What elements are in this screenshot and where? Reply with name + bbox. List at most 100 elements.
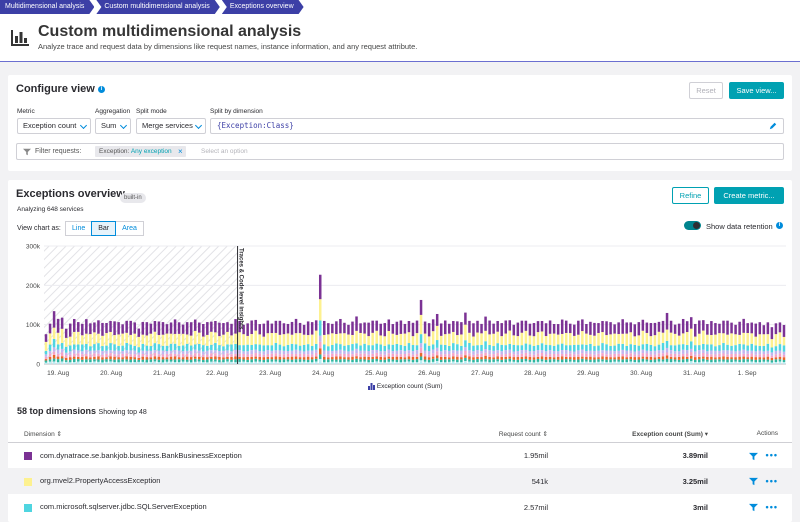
chart-bar[interactable]	[234, 319, 237, 364]
chart-bar[interactable]	[653, 322, 657, 364]
chart-bar[interactable]	[193, 319, 197, 364]
chart-bar[interactable]	[310, 322, 314, 364]
chart-bar[interactable]	[222, 323, 225, 364]
chart-bar[interactable]	[415, 320, 419, 364]
chart-bar[interactable]	[456, 321, 459, 364]
chart-bar[interactable]	[439, 323, 443, 364]
filter-requests-bar[interactable]: Filter requests: Exception: Any exceptio…	[16, 143, 784, 160]
chart-bar[interactable]	[560, 319, 564, 364]
chart-bar[interactable]	[496, 321, 499, 364]
chart-bar[interactable]	[722, 320, 725, 364]
save-view-button[interactable]: Save view...	[729, 82, 784, 99]
chart-bar[interactable]	[113, 321, 116, 364]
chart-bar[interactable]	[778, 322, 782, 364]
chart-bar[interactable]	[738, 321, 741, 364]
chart-bar[interactable]	[585, 324, 588, 364]
chart-bar[interactable]	[331, 323, 334, 364]
chart-bar[interactable]	[335, 321, 338, 364]
chart-bar[interactable]	[694, 323, 697, 364]
chart-bar[interactable]	[258, 324, 261, 364]
chart-bar[interactable]	[629, 322, 632, 364]
chart-bar[interactable]	[508, 320, 512, 364]
chart-bar[interactable]	[488, 320, 491, 364]
filter-icon[interactable]	[748, 452, 758, 461]
chart-bar[interactable]	[645, 322, 649, 364]
chart-bar[interactable]	[536, 321, 540, 364]
chart-bar[interactable]	[431, 319, 435, 364]
more-icon[interactable]: •••	[765, 501, 778, 512]
chart-bar[interactable]	[564, 320, 568, 364]
chart-bar[interactable]	[774, 323, 778, 364]
chart-bar[interactable]	[419, 299, 423, 364]
more-icon[interactable]: •••	[765, 449, 778, 460]
chart-bar[interactable]	[464, 312, 467, 364]
chart-bar[interactable]	[129, 320, 132, 364]
chart-bar[interactable]	[270, 323, 274, 364]
chart-bar[interactable]	[411, 322, 415, 364]
pencil-icon[interactable]	[769, 122, 777, 130]
chart-bar[interactable]	[266, 320, 270, 364]
chart-bar[interactable]	[726, 320, 729, 364]
chart-legend[interactable]: Exception count (Sum)	[368, 383, 443, 390]
chart-bar[interactable]	[710, 321, 713, 364]
chart-bar[interactable]	[689, 317, 693, 364]
chart-bar[interactable]	[448, 323, 451, 364]
chart-bar[interactable]	[85, 319, 88, 364]
chart-bar[interactable]	[742, 318, 745, 364]
chart-bar[interactable]	[677, 323, 681, 364]
chart-bar[interactable]	[613, 324, 616, 364]
chart-type-area[interactable]: Area	[115, 221, 144, 236]
chart-bar[interactable]	[294, 318, 298, 364]
chart-bar[interactable]	[387, 319, 391, 364]
chart-bar[interactable]	[435, 313, 439, 364]
chart-bar[interactable]	[218, 322, 221, 364]
chart-bar[interactable]	[601, 321, 604, 364]
chart-bar[interactable]	[427, 323, 431, 364]
show-data-retention-toggle[interactable]	[684, 221, 701, 230]
chart-bar[interactable]	[133, 322, 136, 364]
chart-bar[interactable]	[375, 320, 378, 364]
column-request-count[interactable]: Request count ⇕	[488, 426, 548, 443]
chart-bar[interactable]	[210, 321, 213, 364]
chart-bar[interactable]	[101, 322, 104, 364]
chart-bar[interactable]	[278, 320, 282, 364]
chart-bar[interactable]	[407, 321, 411, 364]
chart-bar[interactable]	[552, 323, 556, 364]
chart-bar[interactable]	[625, 322, 628, 364]
chart-bar[interactable]	[282, 323, 286, 364]
chart-bar[interactable]	[782, 325, 786, 364]
chart-bar[interactable]	[399, 320, 403, 364]
chart-bar[interactable]	[395, 321, 399, 364]
chart-bar[interactable]	[504, 320, 507, 364]
chart-bar[interactable]	[383, 323, 387, 364]
chart-bar[interactable]	[577, 320, 580, 364]
chart-bar[interactable]	[109, 321, 112, 364]
chart-bar[interactable]	[363, 322, 366, 364]
chart-bar[interactable]	[81, 323, 84, 364]
chart-bar[interactable]	[290, 321, 294, 364]
chart-bar[interactable]	[161, 322, 165, 364]
chart-bar[interactable]	[403, 323, 407, 364]
chart-type-bar[interactable]: Bar	[91, 221, 117, 236]
chart-bar[interactable]	[343, 322, 346, 364]
chart-bar[interactable]	[548, 320, 552, 364]
chart-bar[interactable]	[60, 317, 64, 364]
column-exception-count[interactable]: Exception count (Sum) ▾	[548, 426, 708, 443]
chart-bar[interactable]	[318, 274, 322, 364]
chart-type-line[interactable]: Line	[65, 221, 93, 236]
chart-bar[interactable]	[157, 321, 161, 364]
chart-bar[interactable]	[698, 320, 701, 364]
table-row[interactable]: org.mvel2.PropertyAccessException 541k 3.2…	[8, 468, 792, 494]
chart-bar[interactable]	[637, 322, 641, 364]
chart-bar[interactable]	[649, 323, 653, 364]
chart-bar[interactable]	[617, 322, 620, 364]
chart-bar[interactable]	[685, 321, 689, 364]
chart-bar[interactable]	[250, 320, 253, 364]
chart-bar[interactable]	[702, 320, 705, 364]
chart-bar[interactable]	[573, 324, 576, 364]
chart-bar[interactable]	[460, 322, 463, 364]
chart-bar[interactable]	[286, 323, 290, 364]
chart-bar[interactable]	[605, 321, 608, 364]
chart-bar[interactable]	[105, 323, 108, 364]
chart-bar[interactable]	[242, 324, 245, 364]
